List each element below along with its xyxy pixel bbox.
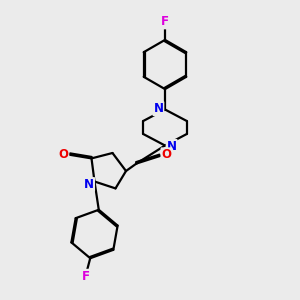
Text: O: O <box>58 148 68 161</box>
Text: N: N <box>167 140 177 153</box>
Text: N: N <box>84 178 94 191</box>
Text: O: O <box>161 148 172 161</box>
Text: F: F <box>161 15 169 28</box>
Text: N: N <box>153 102 164 115</box>
Text: F: F <box>81 270 89 283</box>
